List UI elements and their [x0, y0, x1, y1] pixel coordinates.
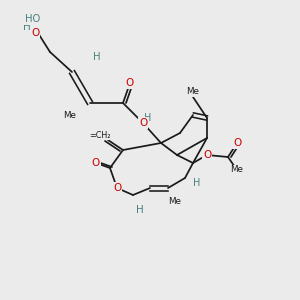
Text: Me: Me	[231, 166, 243, 175]
Text: O: O	[113, 183, 121, 193]
Text: H: H	[23, 22, 31, 32]
Text: Me: Me	[64, 110, 76, 119]
Text: H: H	[193, 178, 201, 188]
Text: H: H	[93, 52, 101, 62]
Text: O: O	[92, 158, 100, 168]
Text: =CH₂: =CH₂	[89, 130, 111, 140]
Text: O: O	[31, 28, 39, 38]
Text: O: O	[233, 138, 241, 148]
Text: O: O	[139, 118, 147, 128]
Text: O: O	[126, 78, 134, 88]
Text: Me: Me	[187, 88, 200, 97]
Text: H: H	[136, 205, 144, 215]
Text: HO: HO	[25, 14, 40, 24]
Text: O: O	[203, 150, 211, 160]
Text: Me: Me	[169, 197, 182, 206]
Text: H: H	[144, 113, 152, 123]
